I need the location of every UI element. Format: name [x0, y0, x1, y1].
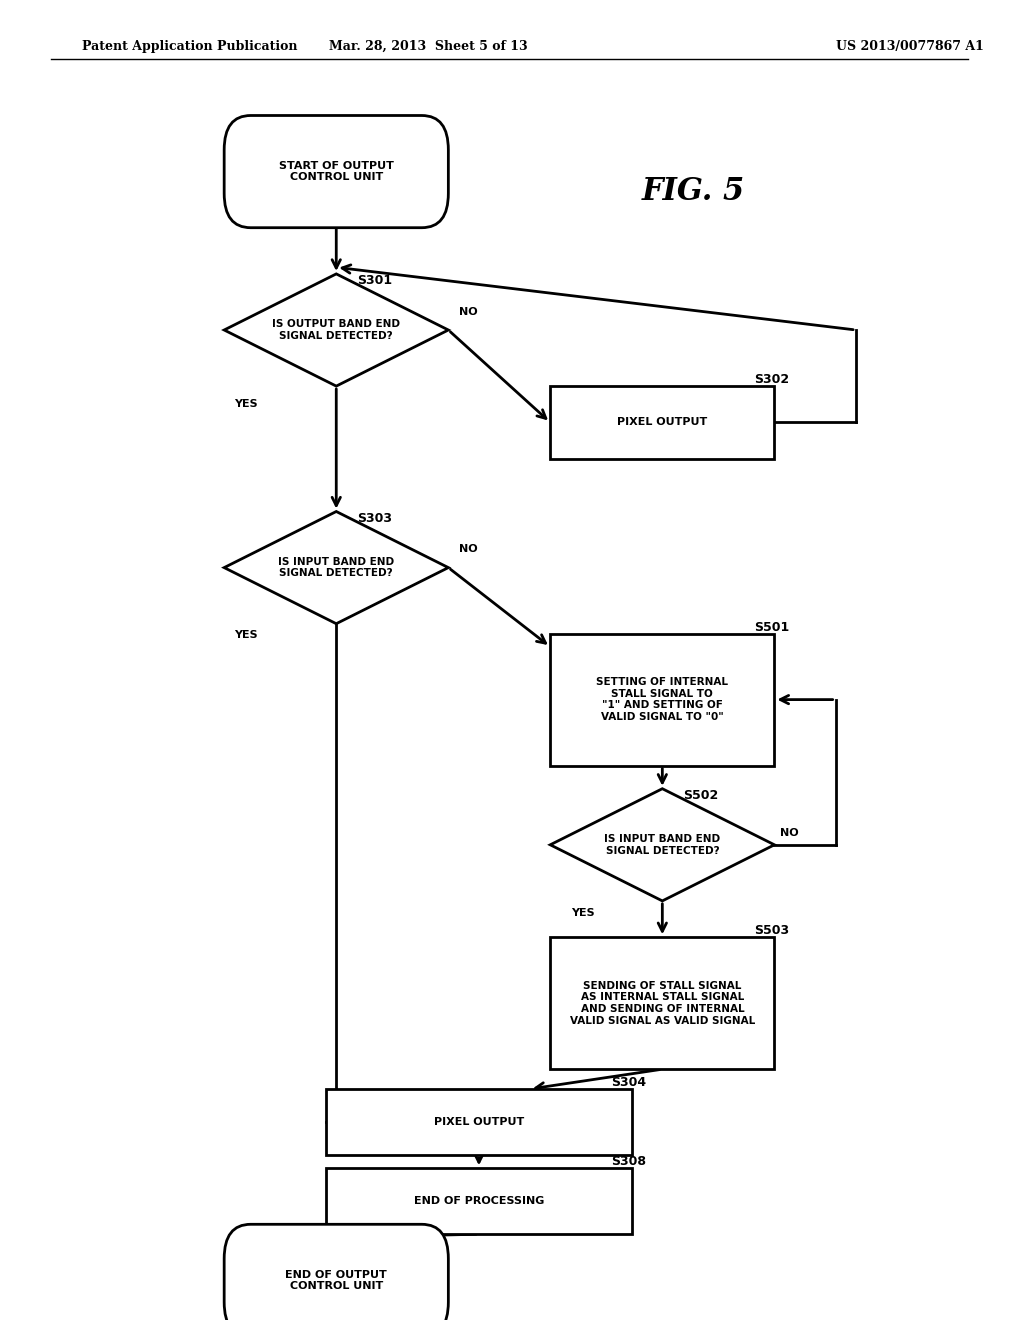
Bar — [326, 1168, 632, 1234]
Text: IS INPUT BAND END
SIGNAL DETECTED?: IS INPUT BAND END SIGNAL DETECTED? — [604, 834, 721, 855]
Text: PIXEL OUTPUT: PIXEL OUTPUT — [617, 417, 708, 428]
Text: SETTING OF INTERNAL
STALL SIGNAL TO
"1" AND SETTING OF
VALID SIGNAL TO "0": SETTING OF INTERNAL STALL SIGNAL TO "1" … — [596, 677, 728, 722]
Text: Mar. 28, 2013  Sheet 5 of 13: Mar. 28, 2013 Sheet 5 of 13 — [329, 40, 527, 53]
Text: YES: YES — [234, 631, 258, 640]
Text: S308: S308 — [611, 1155, 646, 1168]
Text: SENDING OF STALL SIGNAL
AS INTERNAL STALL SIGNAL
AND SENDING OF INTERNAL
VALID S: SENDING OF STALL SIGNAL AS INTERNAL STAL… — [569, 981, 755, 1026]
Text: IS INPUT BAND END
SIGNAL DETECTED?: IS INPUT BAND END SIGNAL DETECTED? — [279, 557, 394, 578]
Polygon shape — [224, 512, 449, 624]
Bar — [550, 385, 774, 458]
Text: END OF OUTPUT
CONTROL UNIT: END OF OUTPUT CONTROL UNIT — [286, 1270, 387, 1291]
Text: START OF OUTPUT
CONTROL UNIT: START OF OUTPUT CONTROL UNIT — [279, 161, 393, 182]
Text: S304: S304 — [611, 1076, 646, 1089]
Text: Patent Application Publication: Patent Application Publication — [82, 40, 297, 53]
Text: NO: NO — [459, 306, 477, 317]
Polygon shape — [550, 789, 774, 900]
Bar — [550, 634, 774, 766]
Text: US 2013/0077867 A1: US 2013/0077867 A1 — [836, 40, 983, 53]
Bar — [326, 1089, 632, 1155]
Text: FIG. 5: FIG. 5 — [641, 176, 744, 207]
Text: S501: S501 — [754, 620, 790, 634]
Text: YES: YES — [570, 908, 594, 917]
Text: S301: S301 — [356, 275, 392, 288]
FancyBboxPatch shape — [224, 1225, 449, 1320]
Polygon shape — [224, 275, 449, 385]
Text: YES: YES — [234, 399, 258, 409]
FancyBboxPatch shape — [224, 116, 449, 227]
Text: NO: NO — [779, 828, 798, 838]
Text: S502: S502 — [683, 789, 718, 803]
Text: END OF PROCESSING: END OF PROCESSING — [414, 1196, 544, 1206]
Text: IS OUTPUT BAND END
SIGNAL DETECTED?: IS OUTPUT BAND END SIGNAL DETECTED? — [272, 319, 400, 341]
Text: S303: S303 — [356, 512, 391, 525]
Text: NO: NO — [459, 544, 477, 554]
Text: S302: S302 — [754, 374, 790, 385]
Bar — [550, 937, 774, 1069]
Text: PIXEL OUTPUT: PIXEL OUTPUT — [434, 1117, 524, 1127]
Text: S503: S503 — [754, 924, 790, 937]
